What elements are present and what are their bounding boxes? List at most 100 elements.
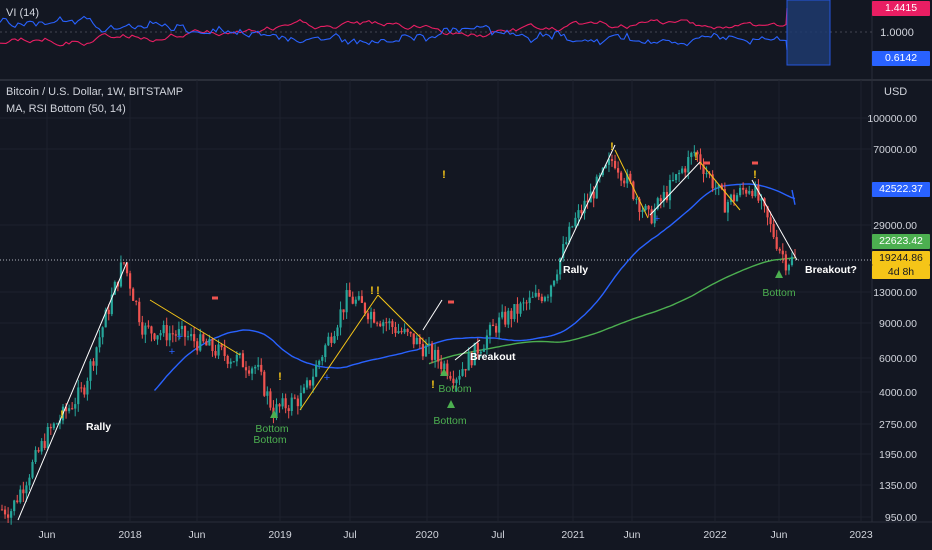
- candle-body: [787, 264, 790, 271]
- time-tick-label: Jun: [189, 529, 206, 541]
- annotation-rally1: Rally: [86, 421, 111, 433]
- candle-body: [104, 309, 107, 328]
- candle-body: [214, 351, 217, 356]
- candle-body: [403, 329, 406, 333]
- candle-body: [388, 321, 391, 324]
- annotation-rally2: Rally: [563, 264, 588, 276]
- candle-body: [693, 151, 696, 153]
- sell-dash-icon: [752, 161, 758, 165]
- candle-body: [488, 324, 492, 336]
- candle-body: [281, 398, 284, 407]
- candle-body: [674, 174, 678, 181]
- candle-body: [476, 342, 479, 354]
- buy-plus-icon: +: [177, 331, 183, 343]
- candle-body: [107, 309, 110, 315]
- trendline: [614, 149, 649, 219]
- candle-body: [153, 333, 156, 340]
- time-tick-label: 2021: [561, 529, 585, 541]
- vi-plus-path: [0, 7, 788, 47]
- candle-body: [531, 296, 534, 298]
- indicator-title[interactable]: MA, RSI Bottom (50, 14): [6, 103, 126, 115]
- candle-body: [434, 349, 437, 360]
- candle-body: [348, 290, 351, 297]
- candle-body: [321, 357, 324, 361]
- candle-body: [656, 198, 659, 209]
- trendline: [299, 294, 379, 411]
- candlesticks[interactable]: [0, 145, 797, 525]
- candle-body: [613, 160, 617, 169]
- candle-body: [769, 217, 772, 225]
- bottom-arrow-icon: [447, 400, 455, 408]
- candle-body: [446, 363, 449, 376]
- buy-plus-icon: +: [324, 372, 330, 384]
- vi-panel[interactable]: [0, 0, 872, 80]
- candle-body: [784, 254, 787, 271]
- candle-body: [726, 202, 729, 213]
- candle-body: [549, 285, 553, 297]
- price-tick-label: 13000.00: [873, 287, 917, 299]
- candle-body: [135, 300, 138, 302]
- price-axis[interactable]: 100000.00 70000.00 29000.00 13000.00 9000.00…: [867, 113, 917, 524]
- annotation-bottom1: Bottom: [255, 423, 289, 435]
- trendline: [454, 339, 481, 361]
- annotations: Rally BottomBottomBottomBottomBreakoutRal…: [86, 264, 857, 446]
- candle-body: [373, 311, 376, 323]
- candle-body: [77, 387, 80, 405]
- candle-body: [98, 337, 101, 348]
- price-tick-label: 1950.00: [879, 449, 917, 461]
- candle-body: [778, 248, 781, 251]
- currency-label: USD: [884, 86, 908, 98]
- annotation-breakout: Breakout: [470, 351, 516, 363]
- candle-body: [717, 184, 720, 188]
- candle-body: [510, 310, 513, 320]
- trendline: [649, 161, 701, 216]
- candle-body: [559, 258, 562, 275]
- candle-body: [491, 324, 495, 327]
- vi-minus-path: [0, 15, 788, 51]
- candle-body: [339, 309, 342, 328]
- candle-body: [10, 511, 13, 518]
- candle-body: [595, 176, 598, 199]
- candle-body: [406, 329, 409, 332]
- candle-body: [92, 361, 95, 366]
- candle-body: [232, 361, 235, 363]
- candle-body: [379, 323, 382, 327]
- last-price-badge: 19244.86: [872, 251, 930, 265]
- candle-body: [598, 175, 601, 177]
- symbol-title[interactable]: Bitcoin / U.S. Dollar, 1W, BITSTAMP: [6, 86, 184, 98]
- candle-body: [95, 347, 98, 366]
- vi-selection-box[interactable]: [786, 0, 831, 66]
- candle-body: [644, 205, 647, 211]
- candle-body: [604, 164, 607, 168]
- ma50-badge: 42522.37: [872, 182, 930, 197]
- candle-body: [299, 392, 302, 407]
- candle-body: [190, 334, 193, 337]
- candle-body: [665, 191, 668, 201]
- candle-body: [705, 173, 708, 175]
- candle-body: [40, 441, 43, 452]
- time-axis[interactable]: Jun 2018 Jun 2019 Jul 2020 Jul 2021 Jun 2022 Jun 20…: [39, 529, 873, 541]
- candle-body: [132, 288, 135, 301]
- candle-body: [610, 159, 614, 161]
- ma50-path: [153, 183, 796, 391]
- sell-dash-icon: [212, 296, 218, 300]
- candle-body: [522, 302, 525, 304]
- candle-body: [260, 364, 263, 372]
- candle-body: [275, 404, 278, 418]
- candle-body: [427, 343, 431, 346]
- candle-body: [86, 380, 89, 395]
- candle-body: [351, 296, 354, 304]
- trendlines[interactable]: [17, 144, 798, 521]
- vi-title[interactable]: VI (14): [6, 7, 40, 19]
- candle-body: [556, 274, 559, 281]
- candle-body: [290, 397, 293, 411]
- candle-body: [751, 190, 754, 197]
- candle-body: [742, 187, 745, 190]
- price-tick-label: 950.00: [885, 512, 917, 524]
- candle-body: [504, 311, 507, 325]
- candle-body: [327, 336, 330, 346]
- candle-body: [690, 152, 693, 157]
- candle-body: [171, 333, 174, 335]
- candle-body: [552, 280, 556, 286]
